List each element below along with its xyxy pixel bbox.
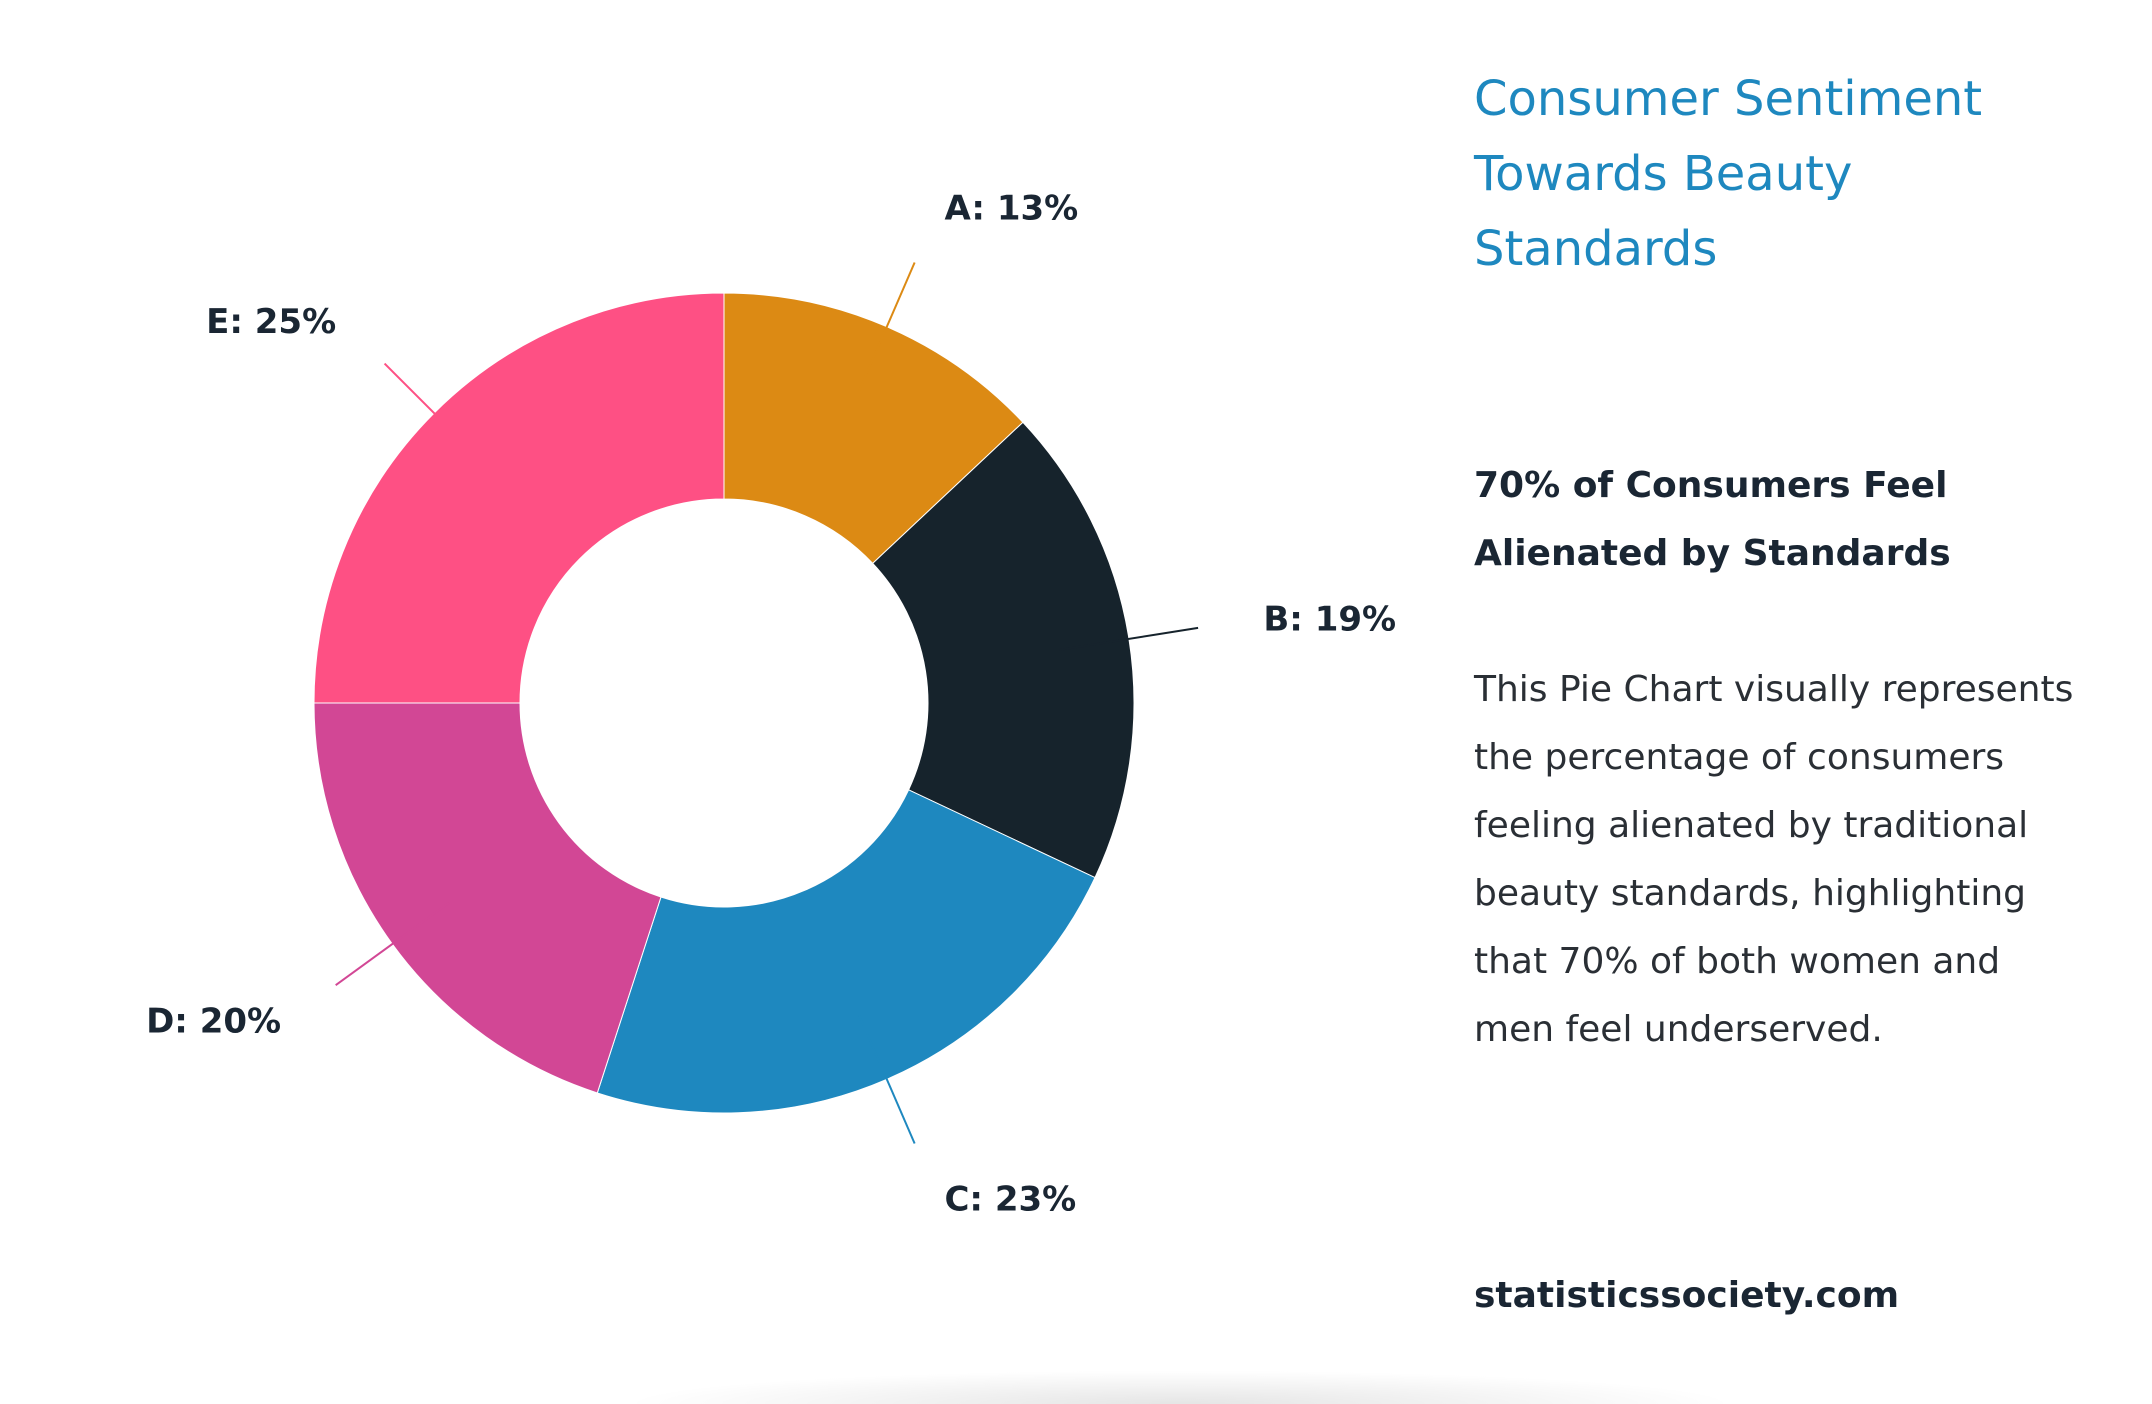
leader-line-e [383,362,485,464]
leader-line-d [335,902,450,986]
leader-line-a [858,262,916,392]
bottom-shadow [620,1370,1740,1404]
slice-d [313,702,662,1094]
label-e: E: 25% [206,302,336,342]
slice-e [313,292,725,704]
slice-a [723,292,1024,565]
chart-subtitle: 70% of Consumers Feel Alienated by Stand… [1474,465,1951,574]
slices-group [313,292,1135,1114]
source-credit: statisticssociety.com [1474,1275,1900,1316]
label-d: D: 20% [146,1001,281,1041]
sidebar: Consumer Sentiment Towards Beauty Standa… [1474,62,2094,1316]
slice-labels-group: A: 13% B: 19% C: 23% D: 20% E: 25% [146,188,1396,1219]
leader-line-c [858,1014,916,1144]
label-c: C: 23% [944,1180,1076,1220]
chart-description: This Pie Chart visually represents the p… [1474,669,2074,1050]
leader-lines-group [335,262,1199,1144]
label-a: A: 13% [944,188,1078,228]
slice-b [872,421,1135,879]
leader-line-b [1059,626,1199,651]
label-b: B: 19% [1263,600,1396,640]
slice-c [596,789,1096,1114]
donut-chart: A: 13% B: 19% C: 23% D: 20% E: 25% [146,188,1396,1219]
chart-title: Consumer Sentiment Towards Beauty Standa… [1474,71,1983,277]
